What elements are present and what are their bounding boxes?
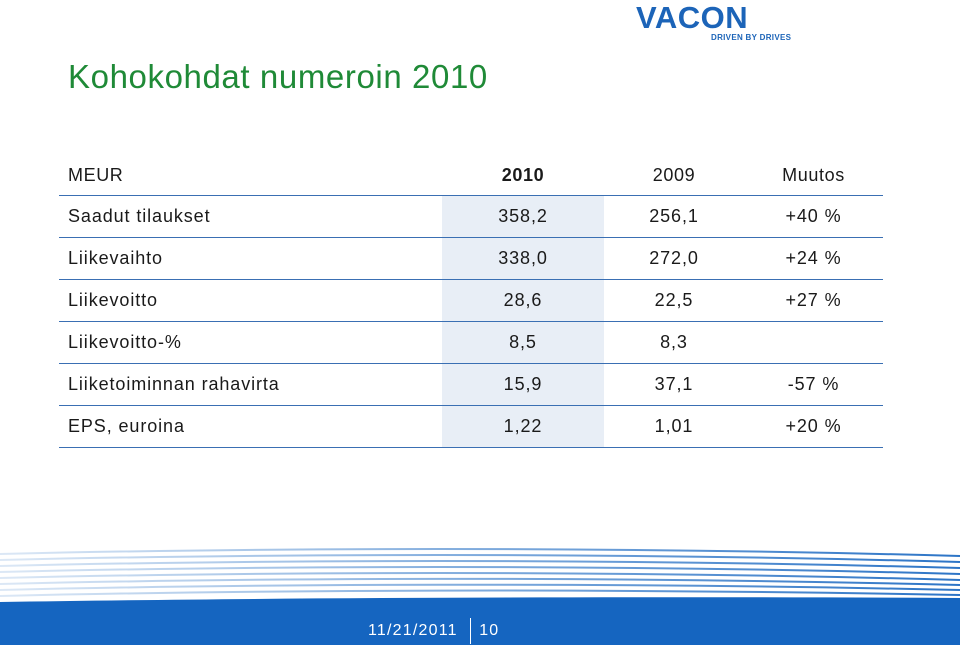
footer-wave-graphic — [0, 548, 960, 645]
value-change: +20 % — [785, 416, 842, 436]
vacon-logo: VACON DRIVEN BY DRIVES — [636, 2, 811, 46]
value-2010: 28,6 — [503, 290, 543, 310]
table-row: Liikevoitto-% 8,5 8,3 — [59, 322, 883, 364]
value-2009: 8,3 — [660, 332, 688, 352]
table-row: Saadut tilaukset 358,2 256,1 +40 % — [59, 196, 883, 238]
value-change: +24 % — [785, 248, 842, 268]
table-row: Liikevoitto 28,6 22,5 +27 % — [59, 280, 883, 322]
page-number: 10 — [479, 622, 500, 639]
footer-info: 11/21/2011 10 — [368, 618, 499, 644]
table-row: EPS, euroina 1,22 1,01 +20 % — [59, 406, 883, 448]
value-2010: 338,0 — [498, 248, 548, 268]
row-label: Liikevoitto-% — [68, 332, 182, 352]
value-change — [744, 322, 883, 363]
header-2010: 2010 — [501, 165, 545, 185]
value-2009: 22,5 — [654, 290, 694, 310]
value-2009: 1,01 — [654, 416, 694, 436]
page-title: Kohokohdat numeroin 2010 — [68, 58, 488, 95]
highlight-column-2010 — [442, 196, 604, 448]
row-label: Liiketoiminnan rahavirta — [68, 374, 280, 394]
header-2009: 2009 — [652, 165, 696, 185]
table-row: Liiketoiminnan rahavirta 15,9 37,1 -57 % — [59, 364, 883, 406]
header-change: Muutos — [782, 165, 845, 185]
value-2010: 8,5 — [509, 332, 537, 352]
key-figures-table: MEUR 2010 2009 Muutos Saadut tilaukset 3… — [59, 156, 883, 448]
value-change: +27 % — [785, 290, 842, 310]
value-2009: 272,0 — [649, 248, 699, 268]
row-label: Liikevoitto — [68, 290, 158, 310]
table-header-row: MEUR 2010 2009 Muutos — [59, 156, 883, 196]
footer-band: 11/21/2011 10 — [0, 540, 960, 645]
value-2010: 358,2 — [498, 206, 548, 226]
value-change: -57 % — [787, 374, 840, 394]
header-unit: MEUR — [68, 165, 124, 185]
logo-tagline: DRIVEN BY DRIVES — [711, 33, 792, 42]
value-2009: 256,1 — [649, 206, 699, 226]
row-label: Saadut tilaukset — [68, 206, 211, 226]
value-2010: 1,22 — [503, 416, 543, 436]
value-2009: 37,1 — [654, 374, 694, 394]
value-2010: 15,9 — [503, 374, 543, 394]
footer-divider — [469, 618, 472, 644]
logo-wordmark: VACON — [636, 0, 749, 35]
footer-date: 11/21/2011 — [368, 622, 458, 639]
table-row: Liikevaihto 338,0 272,0 +24 % — [59, 238, 883, 280]
row-label: EPS, euroina — [68, 416, 185, 436]
value-change: +40 % — [785, 206, 842, 226]
row-label: Liikevaihto — [68, 248, 163, 268]
